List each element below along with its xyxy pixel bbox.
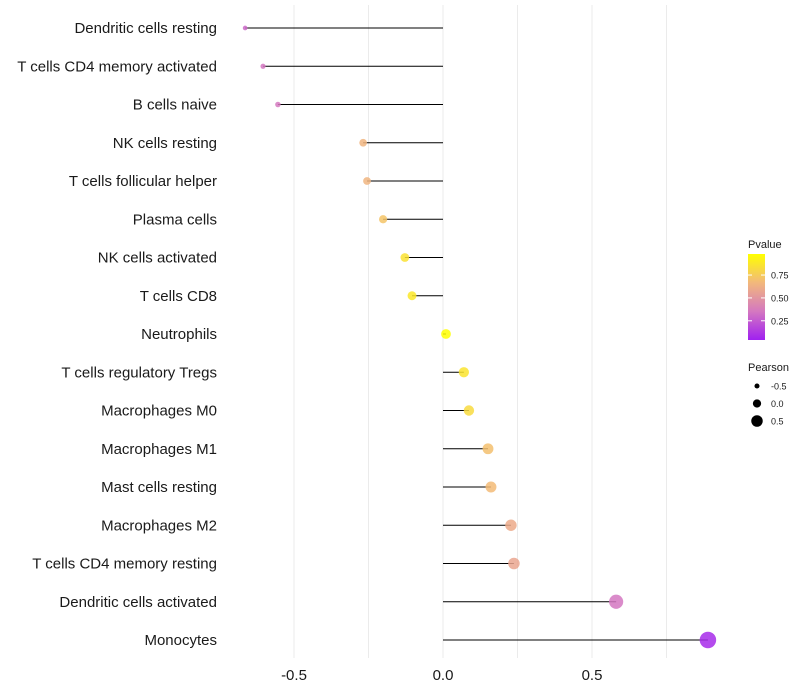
- lollipop-point: [505, 519, 517, 531]
- lollipop-point: [458, 367, 469, 378]
- lollipop-point: [379, 215, 388, 224]
- category-label: Macrophages M0: [101, 403, 217, 420]
- size-legend-dot: [751, 415, 763, 427]
- pvalue-colorbar: [748, 254, 765, 340]
- size-legend-label: 0.0: [771, 399, 784, 409]
- x-tick-label: 0.5: [582, 667, 603, 684]
- lollipop-point: [508, 557, 520, 570]
- category-label: T cells follicular helper: [69, 173, 217, 190]
- lollipop-point: [609, 594, 624, 609]
- x-tick-label: -0.5: [281, 667, 307, 684]
- category-label: T cells CD8: [140, 288, 217, 305]
- lollipop-point: [260, 63, 266, 69]
- category-label: T cells regulatory Tregs: [61, 364, 217, 381]
- lollipop-point: [242, 25, 248, 31]
- colorbar-tick-label: 0.50: [771, 293, 789, 303]
- category-label: Macrophages M2: [101, 517, 217, 534]
- pearson-legend-title: Pearson: [748, 362, 789, 374]
- colorbar-tick-label: 0.25: [771, 316, 789, 326]
- size-legend-dot: [752, 399, 762, 408]
- lollipop-point: [463, 405, 475, 416]
- lollipop-point: [441, 329, 451, 339]
- x-tick-label: 0.0: [433, 667, 454, 684]
- size-legend-label: 0.5: [771, 417, 784, 427]
- category-label: NK cells resting: [113, 135, 217, 152]
- category-label: NK cells activated: [98, 250, 217, 267]
- category-label: Dendritic cells activated: [59, 594, 217, 611]
- lollipop-point: [407, 291, 417, 301]
- category-label: Plasma cells: [133, 211, 217, 228]
- category-label: Dendritic cells resting: [74, 20, 217, 37]
- lollipop-point: [482, 443, 494, 455]
- lollipop-point: [363, 177, 371, 185]
- size-legend-label: -0.5: [771, 382, 787, 392]
- colorbar-tick-label: 0.75: [771, 271, 789, 281]
- category-label: Monocytes: [144, 632, 217, 649]
- category-label: Neutrophils: [141, 326, 217, 343]
- category-label: Macrophages M1: [101, 441, 217, 458]
- pvalue-legend-title: Pvalue: [748, 239, 782, 251]
- category-label: Mast cells resting: [101, 479, 217, 496]
- category-label: B cells naive: [133, 97, 217, 114]
- category-label: T cells CD4 memory resting: [32, 556, 217, 573]
- category-label: T cells CD4 memory activated: [17, 58, 217, 75]
- lollipop-point: [275, 101, 281, 108]
- lollipop-point: [359, 138, 367, 147]
- lollipop-point: [400, 253, 410, 262]
- lollipop-point: [485, 481, 497, 493]
- lollipop-point: [699, 631, 717, 649]
- size-legend-dot: [754, 383, 760, 389]
